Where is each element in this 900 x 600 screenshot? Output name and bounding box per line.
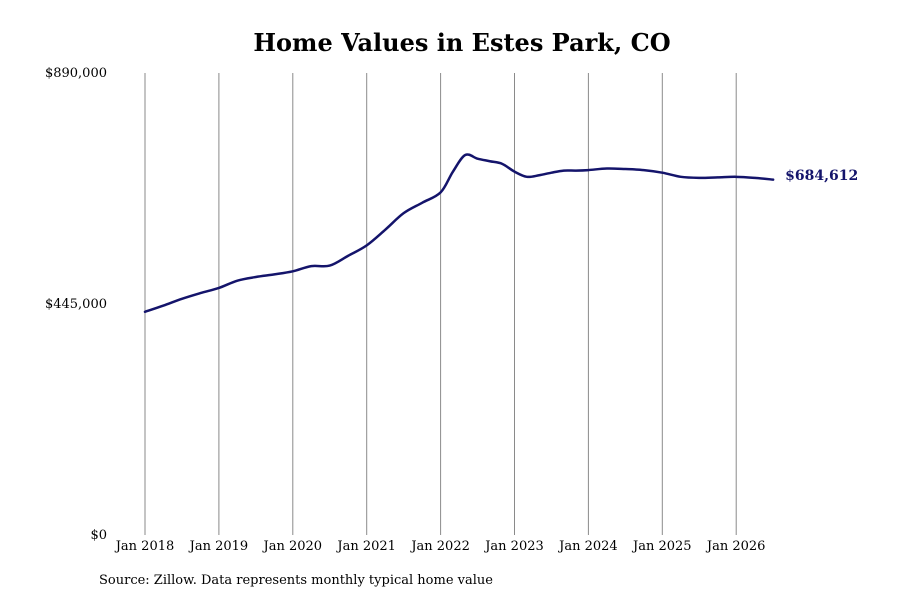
chart-title: Home Values in Estes Park, CO [253, 28, 671, 57]
series-line [143, 153, 775, 314]
x-tick-label: Jan 2022 [409, 539, 470, 554]
x-tick-label: Jan 2021 [335, 539, 396, 554]
x-tick-label: Jan 2018 [114, 539, 175, 554]
x-tick-label: Jan 2020 [262, 539, 323, 554]
y-tick-label: $0 [90, 528, 107, 543]
end-value-label: $684,612 [785, 168, 858, 184]
x-tick-label: Jan 2024 [557, 539, 618, 554]
x-tick-label: Jan 2023 [483, 539, 544, 554]
x-tick-label: Jan 2025 [631, 539, 692, 554]
y-tick-label: $445,000 [45, 297, 107, 312]
x-tick-label: Jan 2019 [188, 539, 249, 554]
source-note: Source: Zillow. Data represents monthly … [99, 573, 493, 588]
x-tick-label: Jan 2026 [705, 539, 766, 554]
y-tick-label: $890,000 [45, 66, 107, 81]
